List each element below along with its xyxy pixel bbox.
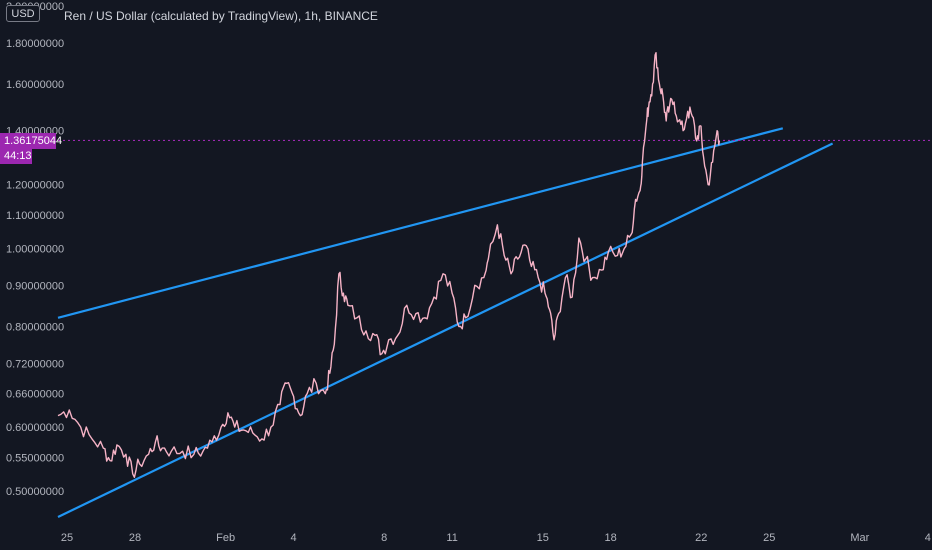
x-axis: 25 28 Feb 4 8 11 15 18 22 25 Mar 4 <box>61 532 931 544</box>
y-tick-label: 1.00000000 <box>6 243 64 255</box>
price-line <box>57 52 721 478</box>
x-tick-label: 18 <box>605 532 617 544</box>
price-series <box>57 52 721 478</box>
y-tick-label: 0.80000000 <box>6 321 64 333</box>
upper-trendline <box>57 127 784 319</box>
y-tick-label: 0.72000000 <box>6 358 64 370</box>
y-tick-label: 0.55000000 <box>6 453 64 465</box>
lower-trendline <box>57 142 834 518</box>
x-tick-label: 4 <box>925 532 931 544</box>
y-tick-label: 0.50000000 <box>6 486 64 498</box>
y-tick-label: 1.20000000 <box>6 180 64 192</box>
current-price-label: 1.36175044 <box>0 133 62 149</box>
currency-selector[interactable]: USD <box>6 5 40 22</box>
x-tick-label: 25 <box>61 532 73 544</box>
bar-countdown-label: 44:13 <box>0 149 32 164</box>
chart-title: Ren / US Dollar (calculated by TradingVi… <box>64 9 378 23</box>
y-tick-label: 1.60000000 <box>6 79 64 91</box>
x-tick-label: Mar <box>850 532 869 544</box>
x-tick-label: 22 <box>695 532 707 544</box>
y-tick-label: 1.10000000 <box>6 210 64 222</box>
trendlines <box>57 127 834 518</box>
y-tick-label: 0.60000000 <box>6 422 64 434</box>
y-tick-label: 1.80000000 <box>6 38 64 50</box>
x-tick-label: 15 <box>537 532 549 544</box>
x-tick-label: 8 <box>381 532 387 544</box>
x-tick-label: 4 <box>290 532 296 544</box>
x-tick-label: 25 <box>763 532 775 544</box>
y-tick-label: 0.66000000 <box>6 389 64 401</box>
y-tick-label: 0.90000000 <box>6 280 64 292</box>
x-tick-label: 11 <box>446 532 457 544</box>
x-tick-label: Feb <box>216 532 235 544</box>
x-tick-label: 28 <box>129 532 141 544</box>
